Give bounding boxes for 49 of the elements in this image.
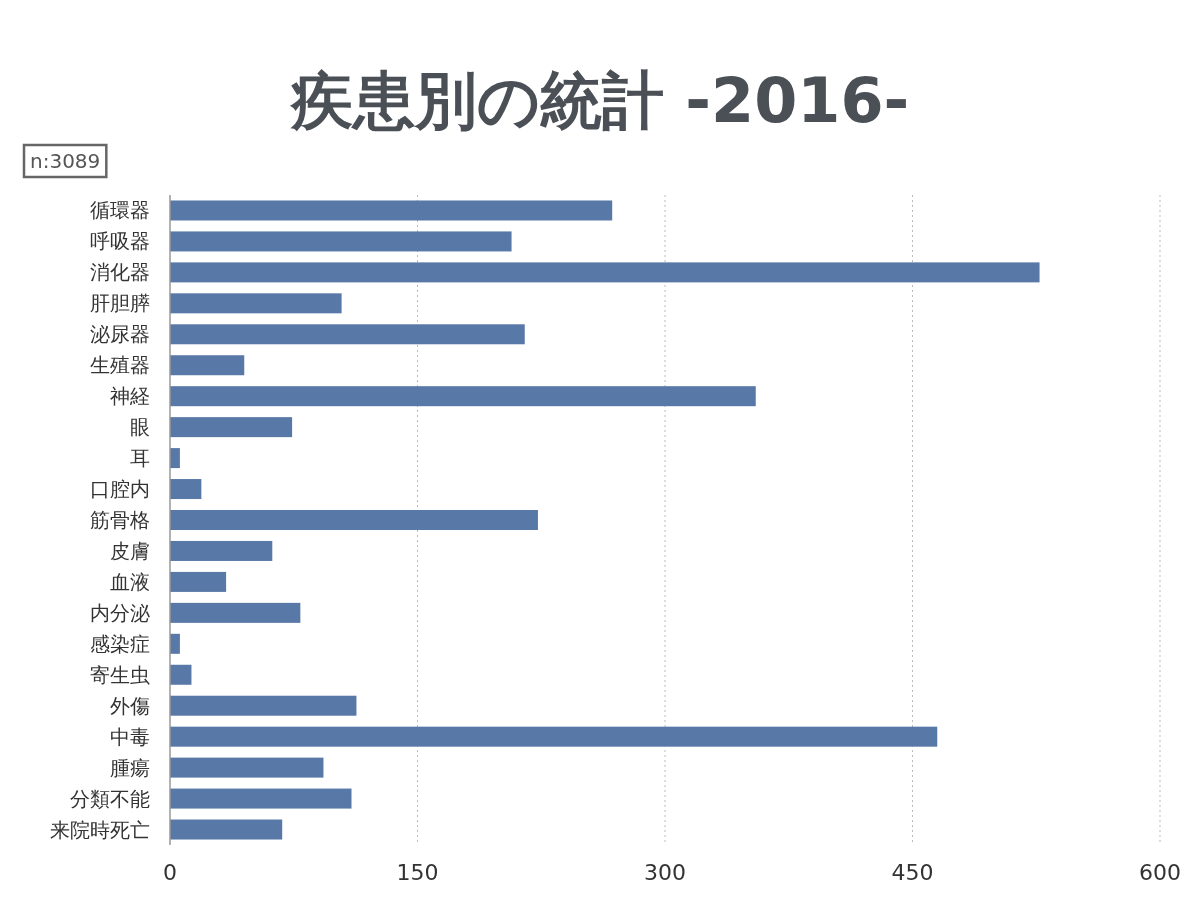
y-tick-label: 口腔内 xyxy=(90,477,150,502)
bar xyxy=(170,262,1040,283)
x-tick-label: 150 xyxy=(396,860,439,885)
bar xyxy=(170,324,525,345)
bar xyxy=(170,540,273,561)
bar xyxy=(170,819,283,840)
x-tick-label: 300 xyxy=(644,860,686,885)
y-tick-label: 腫瘍 xyxy=(110,755,150,780)
bar xyxy=(170,386,756,407)
bar xyxy=(170,633,180,654)
y-tick-label: 呼吸器 xyxy=(90,229,150,254)
y-tick-label: 耳 xyxy=(130,446,150,471)
y-tick-label: 内分泌 xyxy=(90,600,150,625)
y-tick-label: 眼 xyxy=(130,415,150,440)
y-tick-label: 外傷 xyxy=(110,693,150,718)
y-tick-label: 血液 xyxy=(110,569,150,594)
bar xyxy=(170,664,192,685)
bar xyxy=(170,417,293,438)
chart-title: 疾患別の統計 -2016- xyxy=(288,64,910,137)
y-tick-label: 筋骨格 xyxy=(90,508,150,532)
bar xyxy=(170,479,202,500)
bar xyxy=(170,355,245,376)
bar xyxy=(170,788,352,809)
y-tick-label: 皮膚 xyxy=(110,538,150,563)
y-tick-label: 分類不能 xyxy=(70,786,150,811)
y-tick-label: 生殖器 xyxy=(90,353,150,378)
y-tick-label: 中毒 xyxy=(110,724,150,749)
y-tick-label: 神経 xyxy=(110,384,150,409)
bar xyxy=(170,571,227,592)
bar xyxy=(170,602,301,623)
text: n:3089 xyxy=(30,149,101,173)
y-tick-label: 循環器 xyxy=(90,198,150,223)
y-tick-label: 消化器 xyxy=(90,260,150,285)
x-tick-label: 600 xyxy=(1139,860,1181,885)
y-tick-label: 来院時死亡 xyxy=(50,817,150,842)
bar xyxy=(170,293,342,314)
x-tick-label: 450 xyxy=(891,860,934,885)
y-tick-label: 寄生虫 xyxy=(90,662,150,687)
y-tick-label: 肝胆膵 xyxy=(90,291,150,316)
bar xyxy=(170,726,938,747)
bar xyxy=(170,757,324,778)
y-tick-label: 感染症 xyxy=(90,631,150,656)
bar xyxy=(170,200,613,221)
y-tick-label: 泌尿器 xyxy=(90,322,150,347)
bar xyxy=(170,510,538,530)
bar xyxy=(170,231,512,252)
x-tick-label: 0 xyxy=(163,860,177,885)
bar xyxy=(170,695,357,716)
bar xyxy=(170,448,180,469)
